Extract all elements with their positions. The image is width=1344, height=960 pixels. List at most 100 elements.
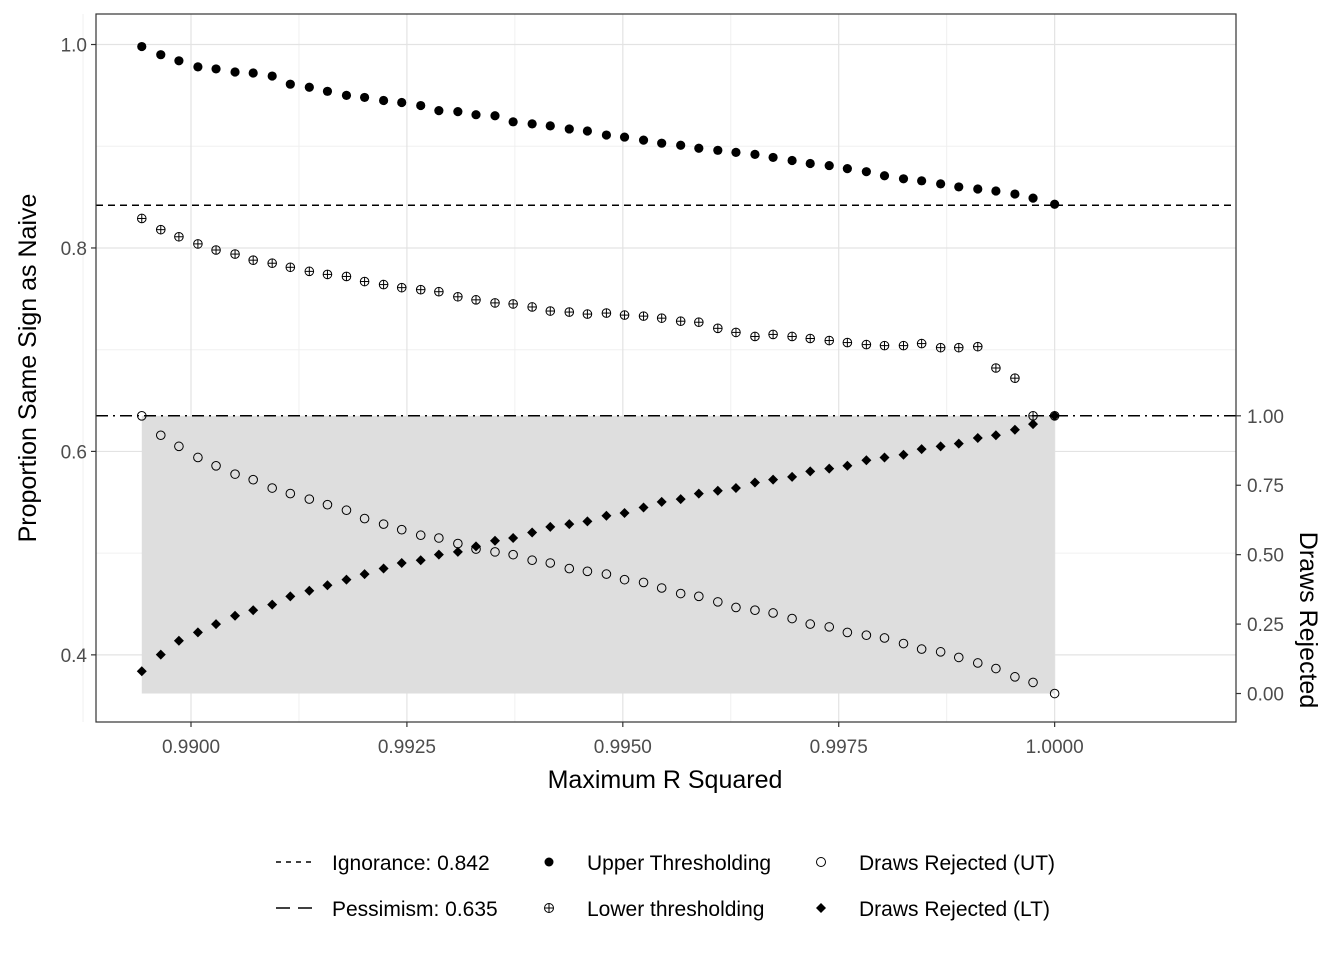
- point-draws-rejected-ut: [750, 605, 760, 616]
- point-draws-rejected-lt: [173, 635, 184, 646]
- point-lower-thresholding: [378, 279, 389, 290]
- point-lower-thresholding: [824, 335, 835, 346]
- point-draws-rejected-ut: [656, 583, 667, 593]
- point-draws-rejected-lt: [953, 438, 964, 449]
- point-draws-rejected-ut: [582, 566, 593, 577]
- point-draws-rejected-lt: [935, 441, 946, 452]
- point-draws-rejected-lt: [730, 483, 741, 494]
- legend-symbol-draws-rejected-lt: [816, 903, 826, 913]
- point-draws-rejected-ut: [322, 499, 333, 510]
- point-upper-thresholding: [879, 171, 890, 181]
- point-draws-rejected-lt: [656, 496, 667, 507]
- point-upper-thresholding: [768, 152, 778, 163]
- point-lower-thresholding: [267, 258, 277, 269]
- point-draws-rejected-ut: [972, 658, 983, 668]
- point-lower-thresholding: [694, 317, 704, 328]
- point-lower-thresholding: [490, 298, 500, 308]
- point-upper-thresholding: [973, 184, 983, 194]
- point-upper-thresholding: [508, 117, 518, 127]
- point-lower-thresholding: [211, 245, 221, 255]
- point-lower-thresholding: [972, 341, 983, 352]
- point-draws-rejected-lt: [601, 510, 612, 521]
- legend-symbol-draws-rejected-ut: [816, 857, 826, 867]
- y-tick-label: 0.6: [61, 442, 87, 463]
- point-draws-rejected-ut: [174, 441, 184, 452]
- point-draws-rejected-ut: [694, 591, 704, 602]
- x-tick-label: 0.9900: [162, 737, 220, 758]
- point-lower-thresholding: [805, 333, 816, 344]
- point-draws-rejected-ut: [396, 524, 407, 535]
- point-upper-thresholding: [787, 155, 797, 166]
- point-draws-rejected-ut: [601, 569, 612, 579]
- point-draws-rejected-ut: [434, 533, 444, 543]
- point-lower-thresholding: [322, 269, 333, 280]
- point-lower-thresholding: [248, 255, 258, 265]
- y2-tick-label: 1.00: [1247, 407, 1284, 428]
- point-draws-rejected-ut: [359, 513, 370, 524]
- point-lower-thresholding: [230, 249, 240, 259]
- point-upper-thresholding: [564, 124, 574, 134]
- point-lower-thresholding: [564, 307, 575, 317]
- legend-label-draws-rejected-lt: Draws Rejected (LT): [859, 898, 1050, 921]
- point-draws-rejected-lt: [990, 430, 1001, 441]
- point-upper-thresholding: [359, 92, 370, 103]
- point-draws-rejected-lt: [1028, 419, 1039, 430]
- point-draws-rejected-ut: [193, 452, 203, 463]
- point-lower-thresholding: [768, 329, 778, 340]
- legend-label-draws-rejected-ut: Draws Rejected (UT): [859, 852, 1055, 875]
- plot-border: [95, 13, 1237, 723]
- point-draws-rejected-ut: [842, 627, 853, 638]
- point-draws-rejected-lt: [490, 535, 500, 546]
- point-draws-rejected-lt: [230, 610, 241, 621]
- point-draws-rejected-ut: [916, 644, 927, 654]
- point-upper-thresholding: [954, 182, 964, 192]
- point-draws-rejected-lt: [898, 449, 909, 460]
- point-lower-thresholding: [916, 338, 927, 349]
- point-draws-rejected-lt: [285, 591, 296, 602]
- point-upper-thresholding: [619, 132, 630, 142]
- point-lower-thresholding: [953, 342, 964, 353]
- point-draws-rejected-lt: [787, 471, 798, 482]
- point-upper-thresholding: [490, 111, 500, 121]
- point-upper-thresholding: [304, 82, 314, 92]
- legend-label-ignorance: Ignorance: 0.842: [332, 852, 490, 875]
- point-draws-rejected-lt: [508, 533, 519, 544]
- point-upper-thresholding: [991, 186, 1001, 196]
- point-upper-thresholding: [527, 119, 537, 129]
- point-draws-rejected-lt: [545, 521, 556, 532]
- point-upper-thresholding: [137, 41, 147, 52]
- point-upper-thresholding: [1010, 189, 1020, 199]
- legend: Ignorance: 0.842 Pessimism: 0.635 Upper …: [276, 852, 1055, 921]
- point-draws-rejected-lt: [619, 508, 630, 519]
- point-draws-rejected-lt: [768, 474, 779, 485]
- point-lower-thresholding: [656, 313, 667, 323]
- point-draws-rejected-ut: [248, 474, 258, 485]
- point-upper-thresholding: [397, 97, 407, 108]
- point-draws-rejected-ut: [991, 663, 1001, 674]
- point-draws-rejected-ut: [527, 555, 537, 566]
- point-draws-rejected-lt: [916, 444, 927, 455]
- legend-symbol-upper-thresholding: [544, 857, 554, 867]
- data-points: [136, 41, 1060, 699]
- point-lower-thresholding: [879, 340, 890, 351]
- point-draws-rejected-ut: [638, 577, 649, 588]
- legend-symbol-lower-thresholding: [544, 903, 554, 913]
- point-draws-rejected-lt: [248, 605, 259, 616]
- point-upper-thresholding: [1028, 193, 1038, 203]
- point-lower-thresholding: [434, 286, 444, 297]
- point-draws-rejected-ut: [230, 469, 240, 479]
- point-lower-thresholding: [731, 327, 741, 338]
- point-draws-rejected-ut: [267, 483, 277, 493]
- point-draws-rejected-ut: [731, 602, 741, 613]
- point-draws-rejected-lt: [749, 477, 760, 488]
- point-draws-rejected-ut: [768, 608, 778, 618]
- legend-label-upper-thresholding: Upper Thresholding: [587, 852, 771, 875]
- point-draws-rejected-ut: [619, 574, 630, 585]
- series-draws-rejected-lt: [136, 410, 1060, 677]
- point-draws-rejected-lt: [341, 574, 352, 585]
- point-lower-thresholding: [508, 299, 518, 309]
- point-lower-thresholding: [1028, 411, 1038, 421]
- point-draws-rejected-lt: [527, 527, 538, 538]
- point-draws-rejected-ut: [564, 563, 575, 574]
- point-upper-thresholding: [601, 130, 612, 140]
